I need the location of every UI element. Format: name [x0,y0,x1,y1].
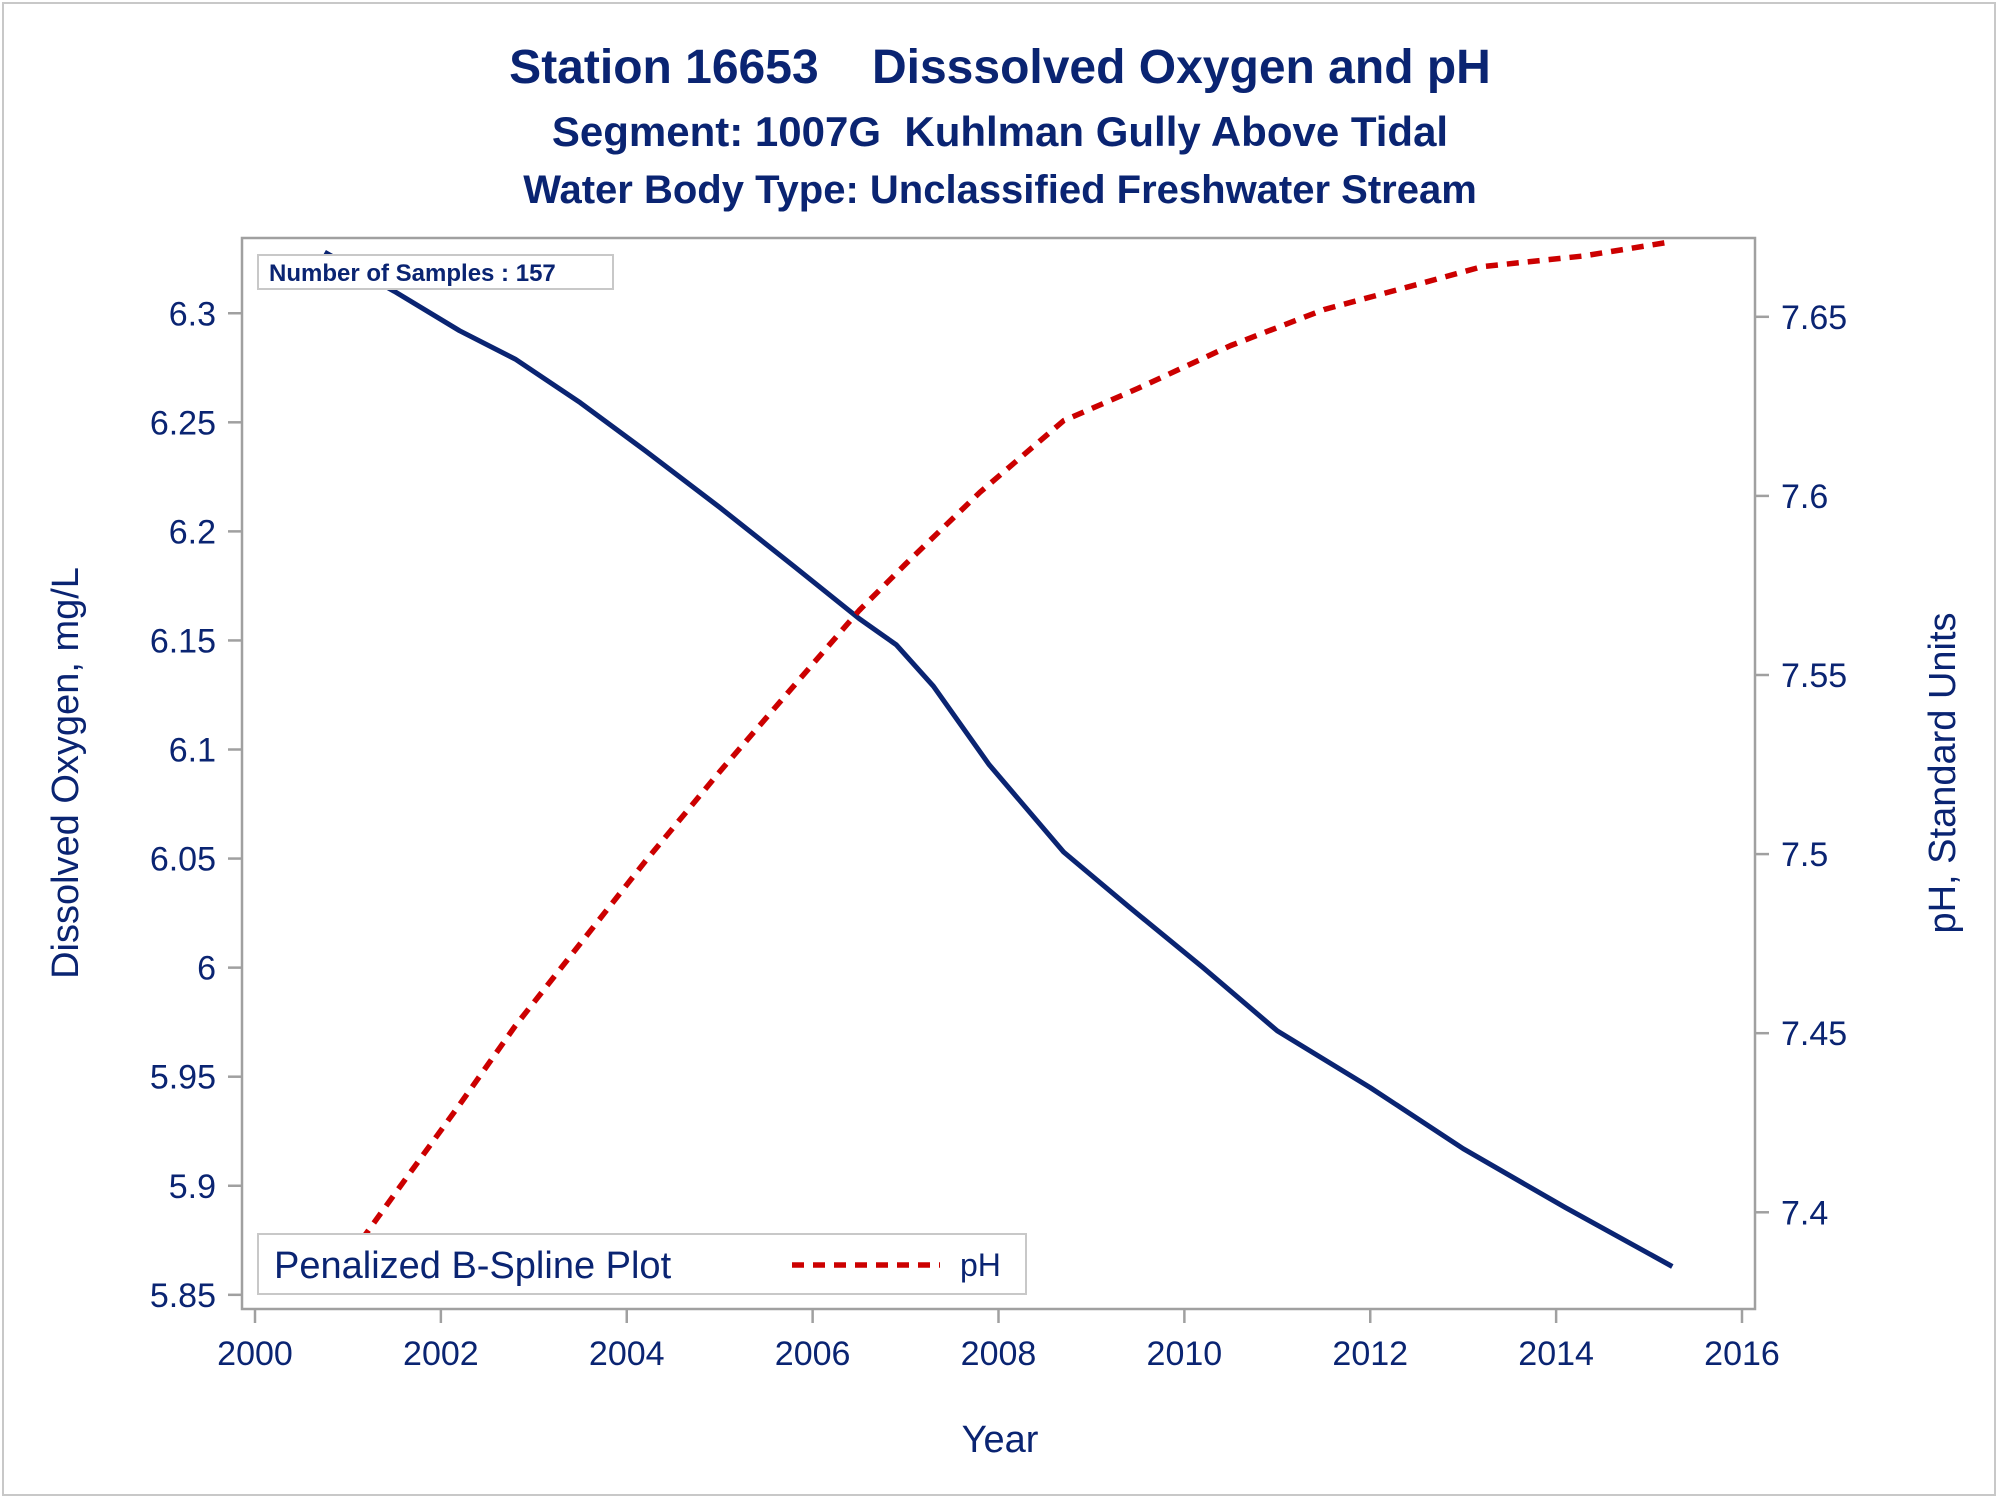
sample-count-box [257,254,614,290]
ph-series-line [322,238,1673,1293]
y-tick-label-left: 6.1 [169,732,216,770]
y-tick-label-left: 5.85 [150,1277,216,1315]
y-tick-label-left: 6.25 [150,404,216,442]
y-tick-label-left: 6.2 [169,513,216,551]
x-tick-label: 2000 [217,1335,293,1373]
y-axis-label-left: Dissolved Oxygen, mg/L [45,567,87,979]
x-tick-label: 2004 [589,1335,665,1373]
y-tick-label-right: 7.6 [1781,478,1828,516]
legend-ph-label: pH [960,1247,1001,1283]
x-tick-label: 2014 [1518,1335,1594,1373]
dissolved-oxygen-series-line [323,250,1674,1269]
sample-count-text: Number of Samples : 157 [269,260,556,287]
y-tick-label-left: 5.9 [169,1168,216,1206]
y-tick-label-left: 5.95 [150,1059,216,1097]
y-tick-label-left: 6 [197,950,216,988]
legend-title: Penalized B-Spline Plot [274,1245,672,1287]
y-tick-label-left: 6.15 [150,622,216,660]
x-tick-label: 2008 [961,1335,1037,1373]
sample-count-inset: Number of Samples : 157 [257,254,614,290]
chart-marks: 2000 2002 2004 2006 2008 2010 2012 2014 2016 5.85… [150,238,1847,1373]
y-tick-label-right: 7.4 [1781,1194,1828,1232]
y-tick-label-right: 7.5 [1781,836,1828,874]
chart-subtitle-segment: Segment: 1007G Kuhlman Gully Above Tidal [551,108,1449,155]
x-axis-label: Year [962,1419,1039,1461]
chart-subtitle-water-body: Water Body Type: Unclassified Freshwater… [523,168,1477,212]
y-tick-label-left: 6.3 [169,295,216,333]
legend: Penalized B-Spline Plot pH [257,1233,1027,1295]
y-tick-label-right: 7.45 [1781,1015,1847,1053]
x-tick-label: 2002 [403,1335,479,1373]
y-tick-label-right: 7.55 [1781,657,1847,695]
x-tick-label: 2010 [1147,1335,1223,1373]
x-tick-label: 2016 [1704,1335,1780,1373]
chart-title: Station 16653 Disssolved Oxygen and pH [509,41,1491,94]
x-tick-label: 2006 [775,1335,851,1373]
y-tick-label-left: 6.05 [150,841,216,879]
y-axis-label-right: pH, Standard Units [1922,612,1964,933]
x-tick-label: 2012 [1332,1335,1408,1373]
y-tick-label-right: 7.65 [1781,299,1847,337]
